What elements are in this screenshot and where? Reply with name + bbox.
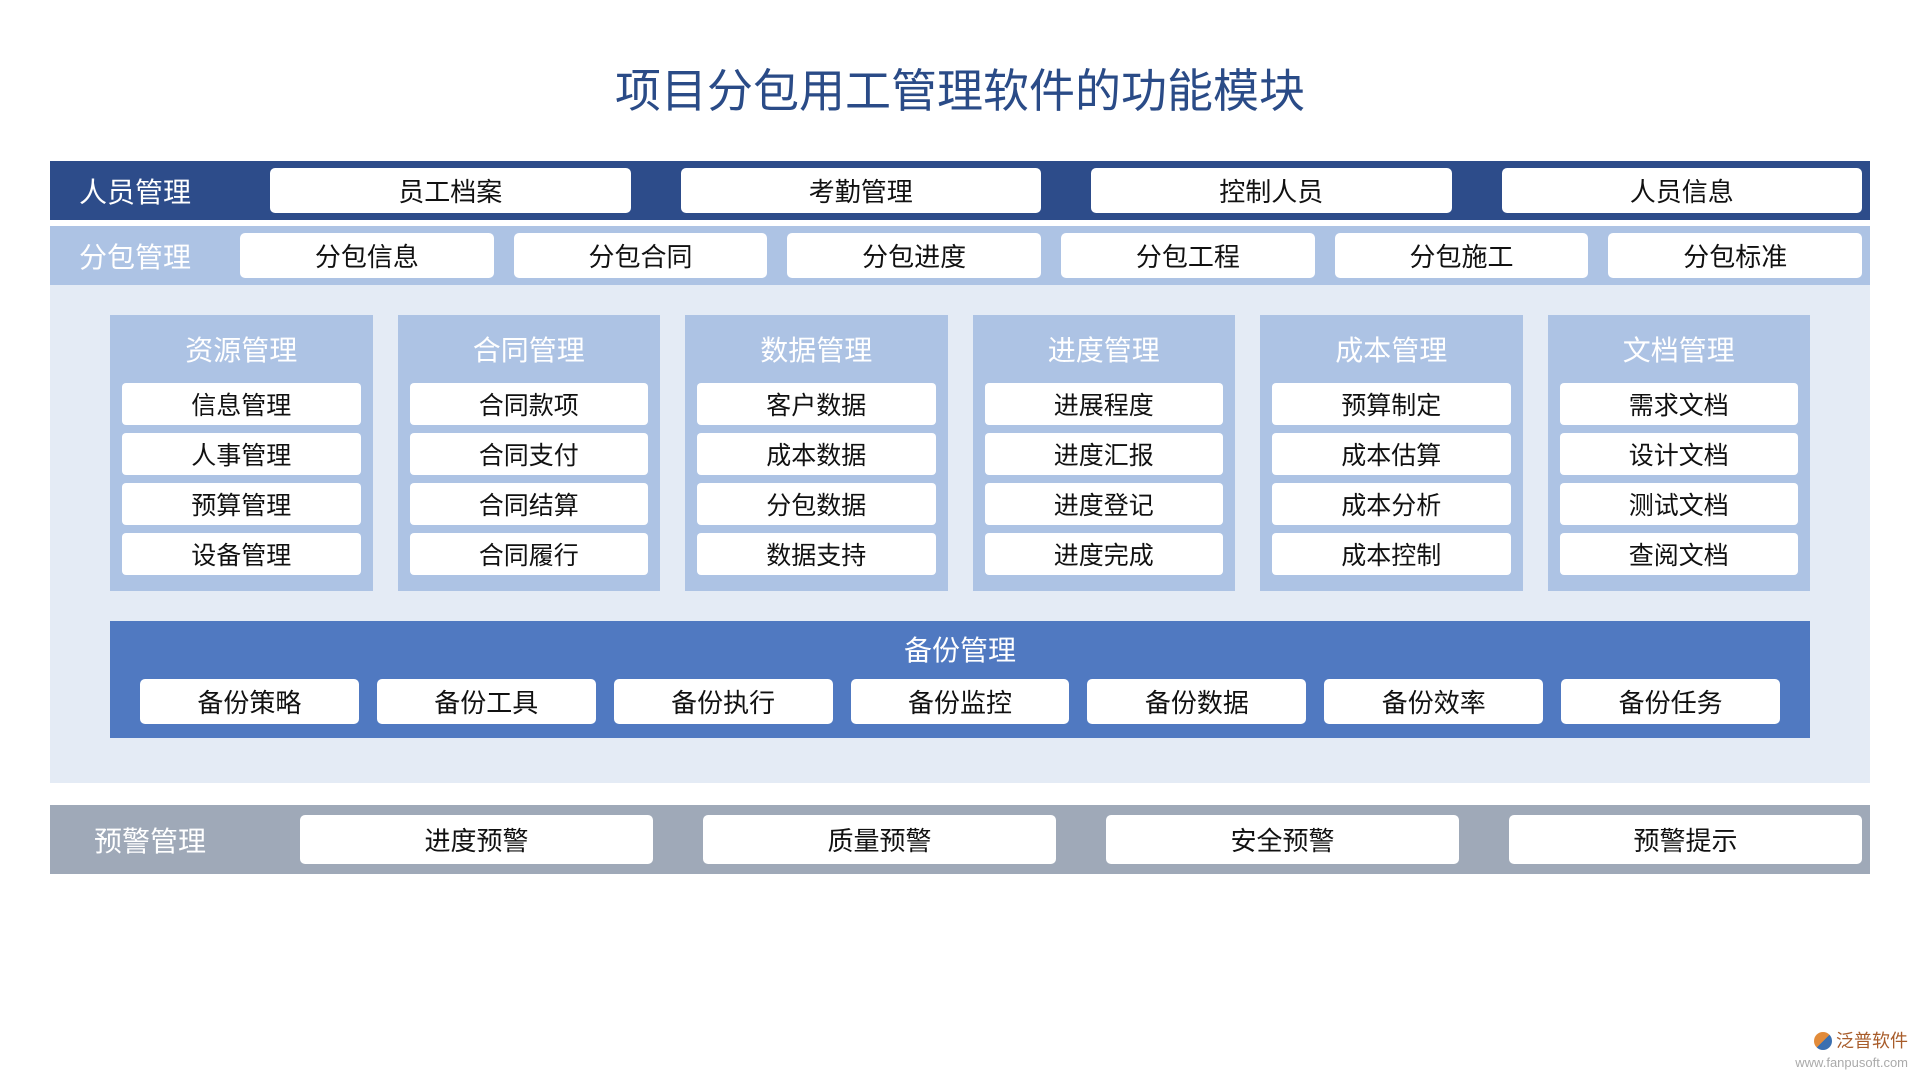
middle-panel: 资源管理信息管理人事管理预算管理设备管理合同管理合同款项合同支付合同结算合同履行… (50, 285, 1870, 783)
chip: 质量预警 (703, 815, 1056, 864)
chip: 备份任务 (1561, 679, 1780, 724)
chip: 控制人员 (1091, 168, 1452, 213)
chip: 员工档案 (270, 168, 631, 213)
card-item: 人事管理 (122, 433, 361, 475)
card-item: 查阅文档 (1560, 533, 1799, 575)
card-item: 合同款项 (410, 383, 649, 425)
diagram-container: 人员管理 员工档案 考勤管理 控制人员 人员信息 分包管理 分包信息 分包合同 … (50, 161, 1870, 874)
card-title: 合同管理 (410, 325, 649, 375)
cards-row: 资源管理信息管理人事管理预算管理设备管理合同管理合同款项合同支付合同结算合同履行… (110, 315, 1810, 591)
section-backup-title: 备份管理 (110, 621, 1810, 679)
card-item: 合同结算 (410, 483, 649, 525)
card-item: 设计文档 (1560, 433, 1799, 475)
section-subcontract-items: 分包信息 分包合同 分包进度 分包工程 分包施工 分包标准 (240, 233, 1862, 278)
card-item: 成本控制 (1272, 533, 1511, 575)
section-subcontract: 分包管理 分包信息 分包合同 分包进度 分包工程 分包施工 分包标准 (50, 226, 1870, 285)
card: 合同管理合同款项合同支付合同结算合同履行 (398, 315, 661, 591)
card-title: 数据管理 (697, 325, 936, 375)
card-item: 进展程度 (985, 383, 1224, 425)
card-title: 文档管理 (1560, 325, 1799, 375)
chip: 进度预警 (300, 815, 653, 864)
card-item: 信息管理 (122, 383, 361, 425)
page-title: 项目分包用工管理软件的功能模块 (0, 0, 1920, 161)
chip: 备份策略 (140, 679, 359, 724)
chip: 分包合同 (514, 233, 768, 278)
chip: 分包标准 (1608, 233, 1862, 278)
chip: 预警提示 (1509, 815, 1862, 864)
chip: 考勤管理 (681, 168, 1042, 213)
card-item: 进度完成 (985, 533, 1224, 575)
brand-name: 泛普软件 (1836, 1031, 1908, 1051)
chip: 备份工具 (377, 679, 596, 724)
chip: 分包工程 (1061, 233, 1315, 278)
card-item: 测试文档 (1560, 483, 1799, 525)
section-backup: 备份管理 备份策略 备份工具 备份执行 备份监控 备份数据 备份效率 备份任务 (110, 621, 1810, 738)
card-item: 成本估算 (1272, 433, 1511, 475)
brand-logo-icon (1814, 1032, 1832, 1050)
brand-url: www.fanpusoft.com (1795, 1055, 1908, 1070)
section-alert-items: 进度预警 质量预警 安全预警 预警提示 (300, 815, 1862, 864)
card-item: 预算制定 (1272, 383, 1511, 425)
card: 成本管理预算制定成本估算成本分析成本控制 (1260, 315, 1523, 591)
card-item: 设备管理 (122, 533, 361, 575)
brand-logo: 泛普软件 www.fanpusoft.com (1795, 1032, 1908, 1072)
chip: 备份效率 (1324, 679, 1543, 724)
section-personnel-items: 员工档案 考勤管理 控制人员 人员信息 (270, 168, 1862, 213)
section-personnel-label: 人员管理 (50, 171, 220, 211)
card-item: 成本分析 (1272, 483, 1511, 525)
chip: 分包施工 (1335, 233, 1589, 278)
card-item: 合同支付 (410, 433, 649, 475)
card-item: 进度汇报 (985, 433, 1224, 475)
card: 文档管理需求文档设计文档测试文档查阅文档 (1548, 315, 1811, 591)
chip: 备份数据 (1087, 679, 1306, 724)
card-title: 成本管理 (1272, 325, 1511, 375)
chip: 备份执行 (614, 679, 833, 724)
card-item: 分包数据 (697, 483, 936, 525)
card-item: 需求文档 (1560, 383, 1799, 425)
card-item: 成本数据 (697, 433, 936, 475)
section-backup-items: 备份策略 备份工具 备份执行 备份监控 备份数据 备份效率 备份任务 (110, 679, 1810, 724)
card-item: 合同履行 (410, 533, 649, 575)
card: 进度管理进展程度进度汇报进度登记进度完成 (973, 315, 1236, 591)
card-title: 进度管理 (985, 325, 1224, 375)
card-title: 资源管理 (122, 325, 361, 375)
card: 资源管理信息管理人事管理预算管理设备管理 (110, 315, 373, 591)
chip: 分包信息 (240, 233, 494, 278)
chip: 安全预警 (1106, 815, 1459, 864)
card-item: 进度登记 (985, 483, 1224, 525)
section-alert: 预警管理 进度预警 质量预警 安全预警 预警提示 (50, 805, 1870, 874)
card-item: 预算管理 (122, 483, 361, 525)
section-subcontract-label: 分包管理 (50, 236, 220, 276)
card-item: 客户数据 (697, 383, 936, 425)
section-alert-label: 预警管理 (50, 820, 250, 860)
chip: 人员信息 (1502, 168, 1863, 213)
chip: 备份监控 (851, 679, 1070, 724)
chip: 分包进度 (787, 233, 1041, 278)
card: 数据管理客户数据成本数据分包数据数据支持 (685, 315, 948, 591)
section-personnel: 人员管理 员工档案 考勤管理 控制人员 人员信息 (50, 161, 1870, 220)
card-item: 数据支持 (697, 533, 936, 575)
